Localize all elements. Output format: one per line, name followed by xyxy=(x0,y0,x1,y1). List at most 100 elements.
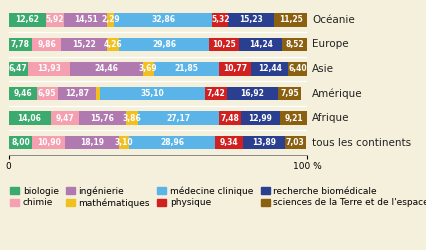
Bar xyxy=(58,87,96,100)
Bar xyxy=(242,136,284,149)
Bar xyxy=(288,62,307,76)
Bar xyxy=(65,136,119,149)
Text: 14,24: 14,24 xyxy=(248,40,272,49)
Text: 8,52: 8,52 xyxy=(285,40,303,49)
Bar xyxy=(128,136,215,149)
Bar xyxy=(212,13,228,26)
Bar xyxy=(126,111,137,125)
Text: 3,10: 3,10 xyxy=(115,138,133,147)
Bar xyxy=(96,87,100,100)
Text: 3,69: 3,69 xyxy=(138,64,157,74)
Text: 15,22: 15,22 xyxy=(72,40,96,49)
Text: 11,25: 11,25 xyxy=(278,15,302,24)
Bar xyxy=(153,62,219,76)
Bar xyxy=(37,87,58,100)
Text: 8,00: 8,00 xyxy=(11,138,30,147)
Text: 2,29: 2,29 xyxy=(101,15,120,24)
Text: 10,77: 10,77 xyxy=(222,64,247,74)
Bar xyxy=(281,38,307,51)
Text: 3,86: 3,86 xyxy=(122,114,141,122)
Bar xyxy=(142,62,153,76)
Text: 6,40: 6,40 xyxy=(288,64,306,74)
Text: 28,96: 28,96 xyxy=(160,138,184,147)
Text: 27,17: 27,17 xyxy=(166,114,190,122)
Bar xyxy=(228,13,273,26)
Text: 12,62: 12,62 xyxy=(15,15,39,24)
Text: Asie: Asie xyxy=(311,64,333,74)
Bar xyxy=(9,62,28,76)
Bar xyxy=(119,136,128,149)
Bar xyxy=(241,111,279,125)
Legend: biologie, chimie, ingénierie, mathématiques, médecine clinique, physique, recher: biologie, chimie, ingénierie, mathématiq… xyxy=(10,186,426,208)
Bar xyxy=(9,111,50,125)
Bar xyxy=(239,38,281,51)
Text: 14,06: 14,06 xyxy=(17,114,41,122)
Text: 7,78: 7,78 xyxy=(11,40,29,49)
Text: 10,90: 10,90 xyxy=(37,138,60,147)
Bar xyxy=(208,38,239,51)
Text: Amérique: Amérique xyxy=(311,88,362,99)
Bar xyxy=(250,62,288,76)
Text: 12,99: 12,99 xyxy=(248,114,272,122)
Text: 9,86: 9,86 xyxy=(37,40,56,49)
Bar xyxy=(277,87,301,100)
Bar xyxy=(9,136,32,149)
Text: Océanie: Océanie xyxy=(311,15,354,25)
Text: 35,10: 35,10 xyxy=(140,89,164,98)
Bar xyxy=(227,87,277,100)
Bar xyxy=(219,62,250,76)
Bar xyxy=(119,38,208,51)
Text: Afrique: Afrique xyxy=(311,113,348,123)
Text: 5,32: 5,32 xyxy=(210,15,229,24)
Text: 9,34: 9,34 xyxy=(219,138,238,147)
Text: 18,19: 18,19 xyxy=(80,138,104,147)
Bar xyxy=(279,111,307,125)
Bar xyxy=(64,13,107,26)
Bar xyxy=(9,13,46,26)
Text: Europe: Europe xyxy=(311,39,348,50)
Bar xyxy=(106,38,119,51)
Text: tous les continents: tous les continents xyxy=(311,138,410,148)
Bar xyxy=(28,62,69,76)
Text: 32,86: 32,86 xyxy=(151,15,175,24)
Text: 29,86: 29,86 xyxy=(152,40,176,49)
Text: 15,23: 15,23 xyxy=(239,15,262,24)
Text: 24,46: 24,46 xyxy=(94,64,118,74)
Bar xyxy=(204,87,227,100)
Text: 7,42: 7,42 xyxy=(206,89,225,98)
Bar xyxy=(107,13,114,26)
Bar xyxy=(61,38,106,51)
Bar xyxy=(32,136,65,149)
Bar xyxy=(215,136,242,149)
Bar xyxy=(32,38,61,51)
Text: 6,47: 6,47 xyxy=(9,64,28,74)
Bar xyxy=(137,111,218,125)
Text: 9,46: 9,46 xyxy=(13,89,32,98)
Bar xyxy=(273,13,307,26)
Text: 13,93: 13,93 xyxy=(37,64,60,74)
Bar xyxy=(79,111,126,125)
Text: 12,87: 12,87 xyxy=(65,89,89,98)
Text: 7,48: 7,48 xyxy=(220,114,239,122)
Text: 14,51: 14,51 xyxy=(74,15,97,24)
Text: 16,92: 16,92 xyxy=(240,89,264,98)
Bar xyxy=(50,111,79,125)
Bar xyxy=(46,13,64,26)
Text: 12,44: 12,44 xyxy=(257,64,281,74)
Text: 15,76: 15,76 xyxy=(90,114,114,122)
Text: 10,25: 10,25 xyxy=(212,40,236,49)
Bar xyxy=(100,87,204,100)
Text: 9,21: 9,21 xyxy=(284,114,302,122)
Bar xyxy=(114,13,212,26)
Bar xyxy=(9,38,32,51)
Bar xyxy=(69,62,142,76)
Bar xyxy=(284,136,305,149)
Text: 7,03: 7,03 xyxy=(285,138,304,147)
Text: 13,89: 13,89 xyxy=(251,138,275,147)
Text: 4,26: 4,26 xyxy=(104,40,122,49)
Bar xyxy=(218,111,241,125)
Text: 21,85: 21,85 xyxy=(174,64,198,74)
Bar xyxy=(9,87,37,100)
Text: 7,95: 7,95 xyxy=(279,89,298,98)
Text: 6,95: 6,95 xyxy=(38,89,56,98)
